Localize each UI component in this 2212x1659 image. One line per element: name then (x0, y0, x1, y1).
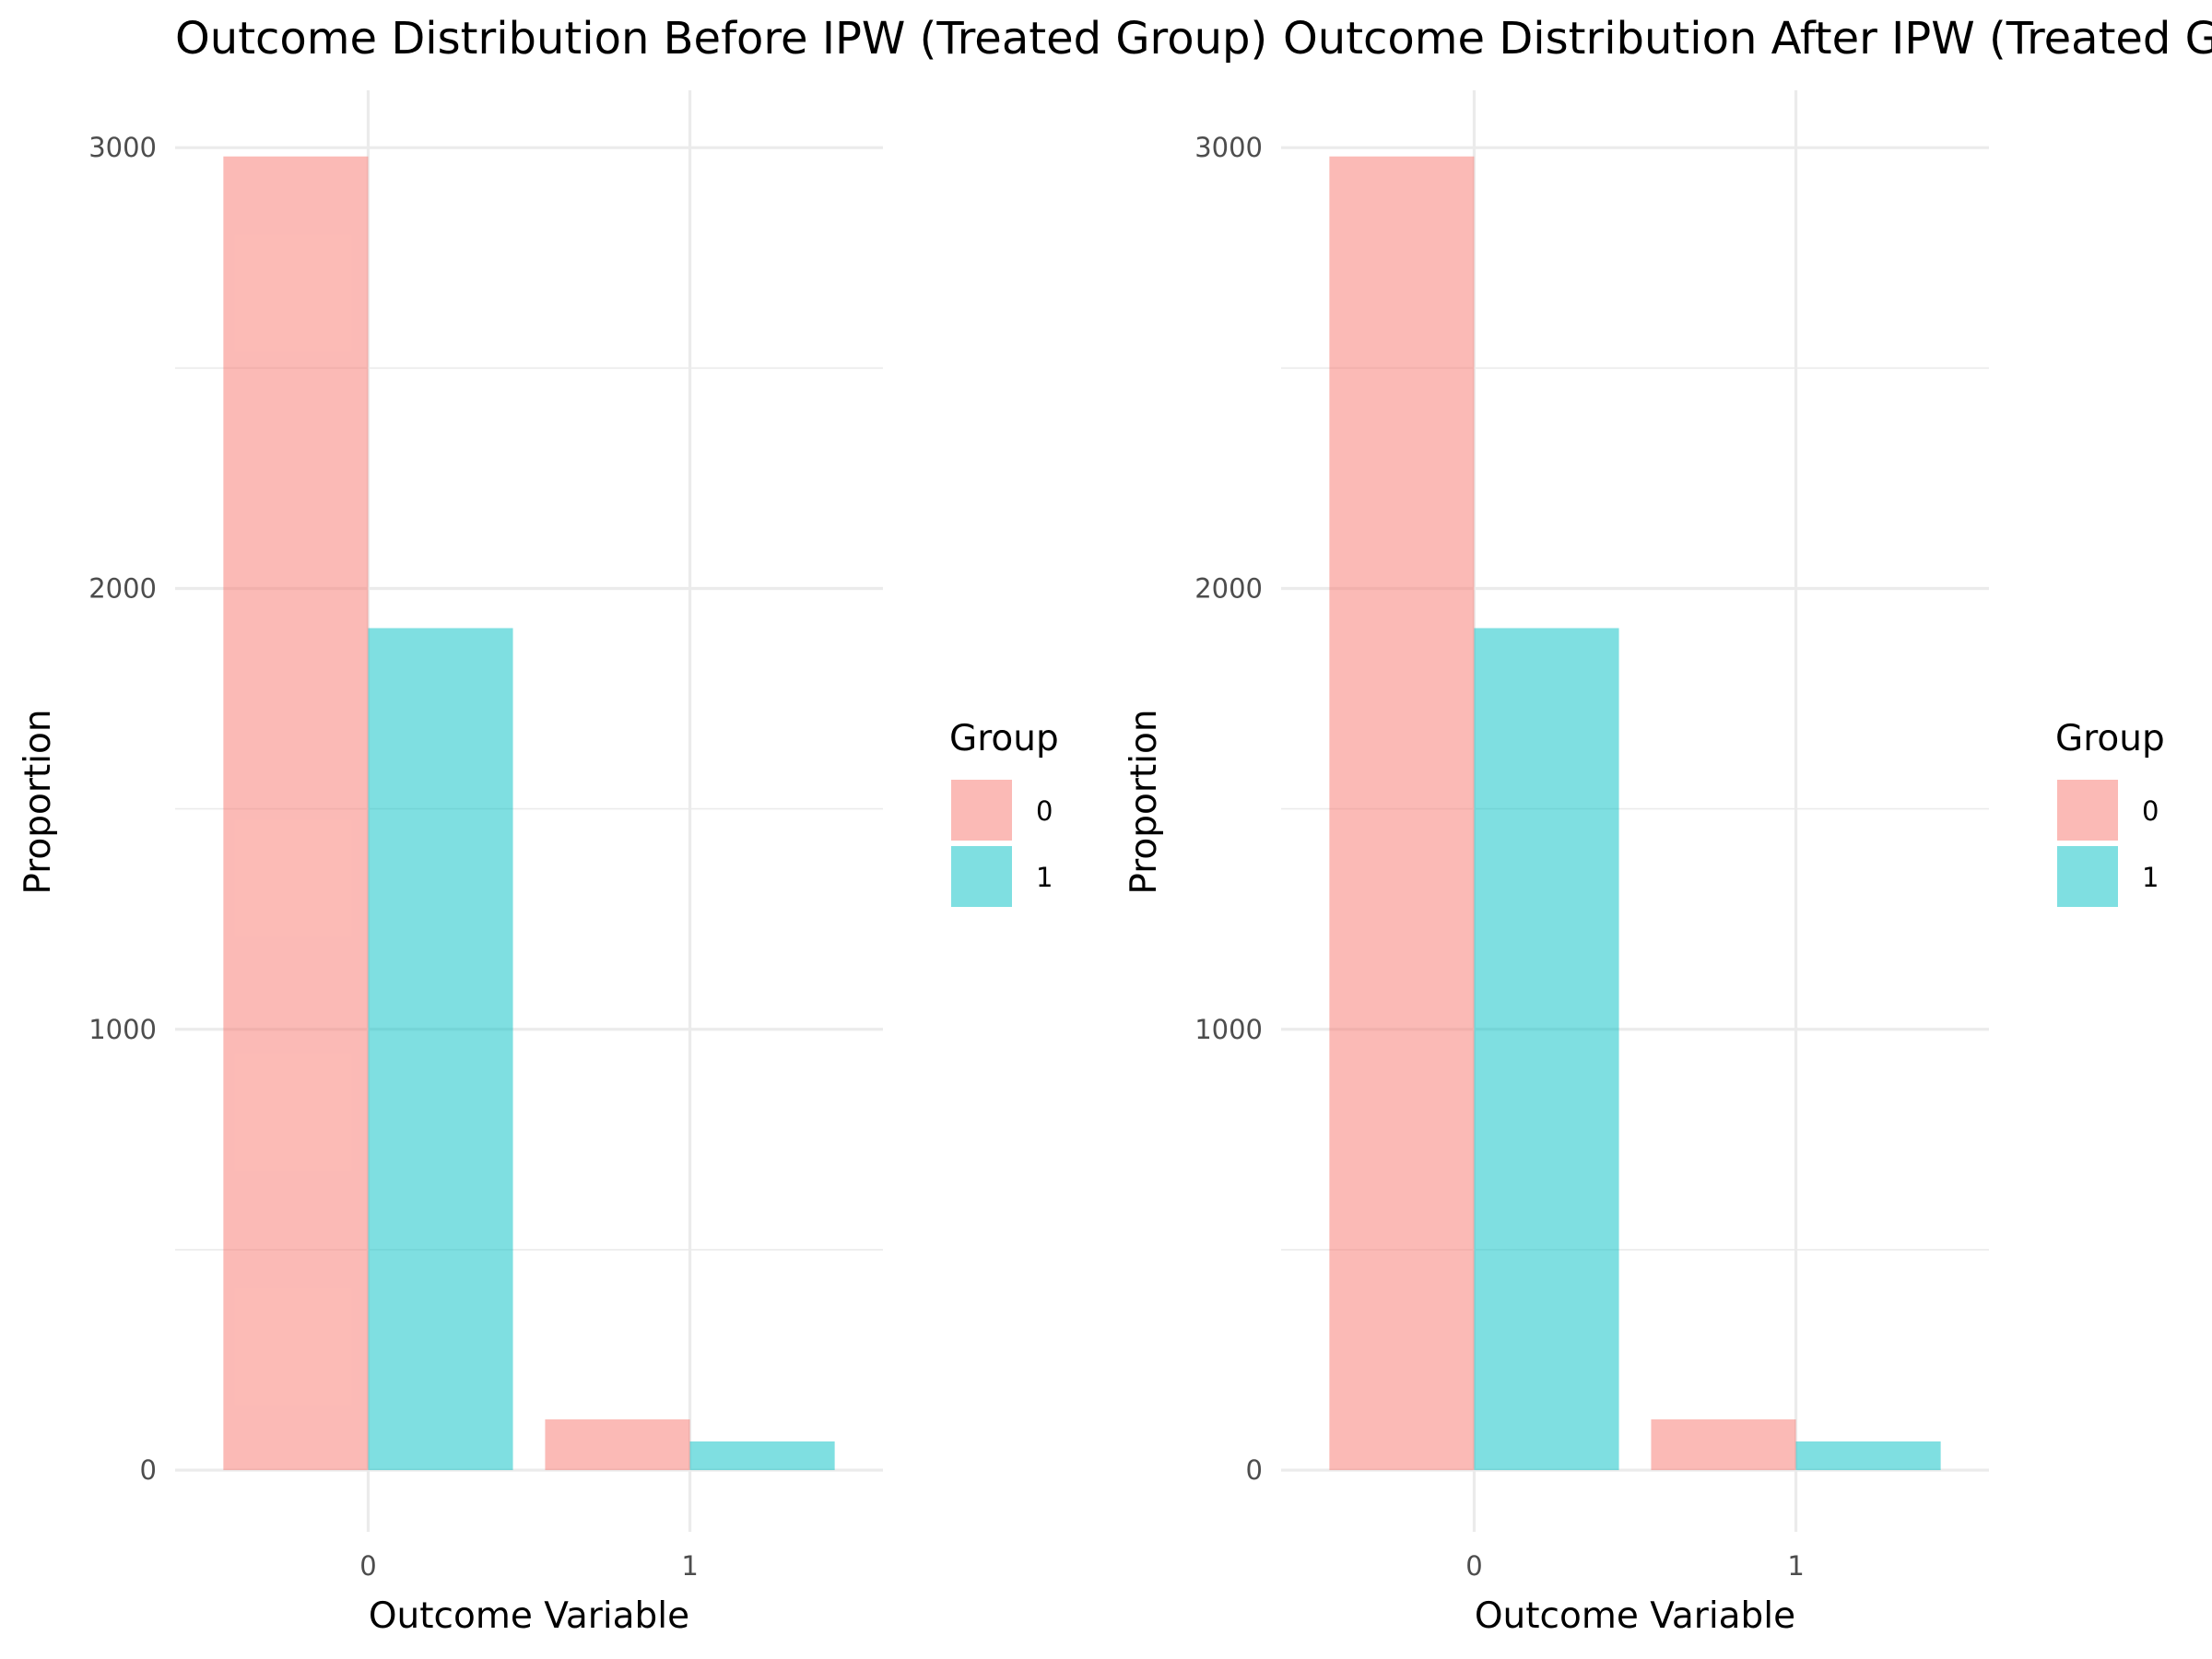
y-tick-label: 2000 (1194, 572, 1263, 604)
legend-label: 0 (1036, 795, 1053, 827)
chart-title-2: Outcome Distribution After IPW (Treated … (1283, 13, 2212, 65)
x-tick-label: 1 (1787, 1550, 1804, 1582)
x-axis-title: Outcome Variable (369, 1595, 689, 1637)
bar-cat-0-group-1 (1474, 628, 1619, 1471)
y-tick-label: 1000 (88, 1014, 157, 1045)
bar-cat-0-group-0 (223, 156, 369, 1471)
legend: Group 0 1 (949, 718, 1059, 907)
y-tick-label: 3000 (88, 132, 157, 163)
bar-cat-0-group-1 (368, 628, 513, 1471)
chart-panel-1: 0 1000 2000 3000 0 1 Outcome Variable Proportio… (18, 90, 1059, 1637)
legend: Group 0 1 (2055, 718, 2165, 907)
legend-key-1 (2057, 846, 2118, 907)
bar-cat-1-group-0 (545, 1419, 690, 1471)
chart-title-1: Outcome Distribution Before IPW (Treated… (175, 13, 1267, 65)
legend-label: 1 (1036, 862, 1053, 893)
legend-key-0 (951, 780, 1012, 841)
legend-key-0 (2057, 780, 2118, 841)
y-tick-label: 0 (140, 1454, 157, 1486)
x-tick-label: 1 (681, 1550, 698, 1582)
y-axis-title: Proportion (18, 709, 59, 894)
y-tick-label: 0 (1246, 1454, 1263, 1486)
bars (223, 156, 835, 1471)
y-tick-label: 1000 (1194, 1014, 1263, 1045)
bar-cat-1-group-1 (689, 1441, 835, 1471)
bar-cat-1-group-1 (1795, 1441, 1941, 1471)
legend-title: Group (2055, 718, 2165, 759)
bar-cat-0-group-0 (1329, 156, 1475, 1471)
chart-panel-2: 0 1000 2000 3000 0 1 Outcome Variable Proportio… (1124, 90, 2165, 1637)
legend-key-1 (951, 846, 1012, 907)
bars (1329, 156, 1941, 1471)
legend-label: 0 (2142, 795, 2159, 827)
y-tick-label: 2000 (88, 572, 157, 604)
legend-title: Group (949, 718, 1059, 759)
x-axis-title: Outcome Variable (1475, 1595, 1795, 1637)
x-tick-label: 0 (359, 1550, 376, 1582)
y-axis-title: Proportion (1124, 709, 1165, 894)
legend-label: 1 (2142, 862, 2159, 893)
bar-cat-1-group-0 (1651, 1419, 1796, 1471)
y-tick-label: 3000 (1194, 132, 1263, 163)
x-tick-label: 0 (1465, 1550, 1482, 1582)
